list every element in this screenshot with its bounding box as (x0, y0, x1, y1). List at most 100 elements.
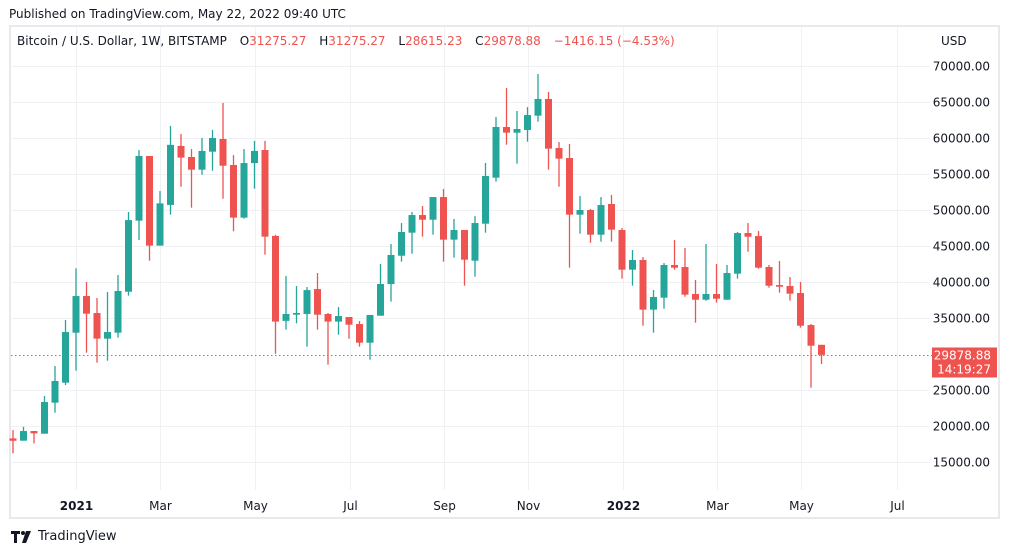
candle-down[interactable] (755, 231, 762, 269)
published-note: Published on TradingView.com, May 22, 20… (9, 7, 346, 21)
candle-up[interactable] (41, 396, 48, 434)
candle-down[interactable] (566, 143, 573, 268)
candle-up[interactable] (650, 289, 657, 333)
candle-up[interactable] (240, 149, 248, 219)
candle-down[interactable] (786, 277, 794, 301)
candle-up[interactable] (429, 197, 437, 235)
candle-body (387, 255, 395, 285)
candle-up[interactable] (576, 196, 584, 234)
candle-up[interactable] (114, 275, 122, 338)
candle-down[interactable] (324, 313, 332, 365)
candle-up[interactable] (723, 265, 731, 300)
candle-down[interactable] (797, 282, 804, 328)
candle-down[interactable] (345, 316, 353, 339)
candle-down[interactable] (177, 133, 185, 187)
high-value: 31275.27 (328, 34, 386, 48)
candle-down[interactable] (356, 321, 363, 347)
candle-up[interactable] (534, 73, 542, 122)
tradingview-footer[interactable]: TradingView (11, 529, 117, 544)
candle-up[interactable] (167, 125, 174, 215)
candle-down[interactable] (461, 230, 468, 286)
candle-body (807, 325, 815, 346)
candle-up[interactable] (471, 216, 479, 277)
candle-up[interactable] (198, 138, 206, 175)
x-tick-label: Sep (433, 499, 456, 513)
candle-down[interactable] (146, 156, 153, 261)
candle-up[interactable] (125, 212, 132, 296)
candle-up[interactable] (335, 307, 342, 335)
y-tick-label: 25000.00 (933, 384, 990, 398)
candle-down[interactable] (744, 223, 752, 252)
candle-down[interactable] (83, 282, 90, 353)
candle-down[interactable] (30, 431, 38, 444)
last-price-badge (932, 347, 997, 378)
candle-down[interactable] (93, 298, 101, 363)
candle-body (608, 204, 615, 230)
candle-down[interactable] (314, 273, 321, 330)
candle-down[interactable] (587, 208, 594, 243)
candle-down[interactable] (692, 279, 699, 323)
candle-up[interactable] (513, 111, 521, 164)
candle-down[interactable] (230, 155, 237, 232)
candle-down[interactable] (188, 149, 195, 208)
candle-down[interactable] (555, 142, 563, 187)
candle-up[interactable] (251, 140, 258, 189)
candle-up[interactable] (72, 268, 80, 371)
candle-down[interactable] (671, 240, 678, 270)
candle-up[interactable] (629, 250, 636, 286)
candle-up[interactable] (524, 107, 531, 142)
candle-body (566, 158, 573, 215)
candle-up[interactable] (597, 197, 605, 242)
candle-up[interactable] (209, 129, 216, 171)
candle-up[interactable] (51, 366, 59, 413)
candle-up[interactable] (104, 292, 111, 361)
candle-up[interactable] (62, 320, 69, 386)
candle-down[interactable] (419, 206, 426, 237)
candle-down[interactable] (9, 430, 17, 454)
candle-body (398, 232, 405, 256)
candle-up[interactable] (282, 276, 290, 330)
y-tick-label: 50000.00 (933, 204, 990, 218)
x-tick-label: Nov (517, 499, 540, 513)
candle-up[interactable] (482, 162, 489, 233)
candle-down[interactable] (608, 195, 615, 242)
candle-up[interactable] (450, 219, 458, 258)
candle-down[interactable] (440, 188, 447, 262)
candle-body (114, 291, 122, 333)
candle-down[interactable] (219, 102, 227, 199)
candle-down[interactable] (503, 88, 510, 145)
candle-down[interactable] (765, 265, 773, 288)
candle-up[interactable] (20, 426, 27, 441)
candle-up[interactable] (366, 314, 374, 360)
candle-up[interactable] (387, 243, 395, 302)
candle-up[interactable] (702, 243, 710, 301)
x-tick-label: 2022 (607, 499, 640, 513)
candle-up[interactable] (398, 223, 405, 262)
candle-body (377, 284, 384, 316)
candle-up[interactable] (377, 264, 384, 316)
candle-body (188, 157, 195, 170)
candle-up[interactable] (492, 116, 500, 182)
candle-down[interactable] (776, 260, 783, 293)
candle-up[interactable] (660, 262, 668, 309)
candle-down[interactable] (818, 344, 825, 364)
candle-down[interactable] (618, 228, 626, 279)
candle-up[interactable] (156, 190, 164, 246)
candle-down[interactable] (261, 140, 269, 255)
candle-down[interactable] (681, 248, 689, 297)
candle-up[interactable] (293, 286, 300, 324)
candle-down[interactable] (713, 264, 720, 303)
candle-up[interactable] (135, 150, 143, 241)
candle-up[interactable] (303, 287, 311, 347)
candle-body (534, 98, 542, 116)
candle-down[interactable] (639, 257, 647, 326)
candle-up[interactable] (734, 232, 741, 279)
candle-up[interactable] (408, 212, 416, 254)
candle-body (219, 139, 227, 166)
candle-down[interactable] (272, 234, 279, 354)
candle-down[interactable] (545, 91, 552, 170)
currency-label[interactable]: USD (941, 34, 967, 48)
candle-body (272, 235, 279, 322)
y-tick-label: 20000.00 (933, 420, 990, 434)
